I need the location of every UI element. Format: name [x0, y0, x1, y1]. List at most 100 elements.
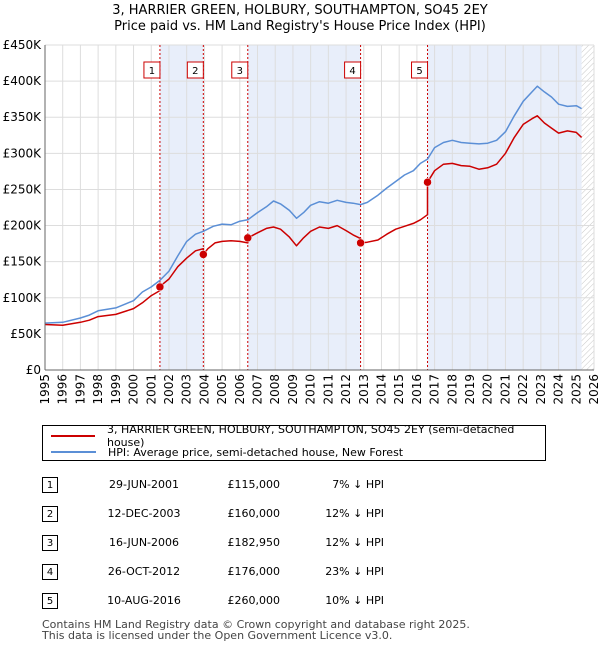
sales-table: 1 29-JUN-2001 £115,000 7% ↓ HPI 2 12-DEC-2003…	[42, 470, 384, 615]
sale-row: 2 12-DEC-2003 £160,000 12% ↓ HPI	[42, 499, 384, 528]
x-tick-label: 2009	[286, 374, 300, 405]
sale-row: 1 29-JUN-2001 £115,000 7% ↓ HPI	[42, 470, 384, 499]
x-tick-label: 2018	[445, 374, 459, 405]
sale-label-number: 1	[149, 66, 155, 77]
sale-hpi-diff: 12% ↓ HPI	[325, 536, 384, 549]
x-tick-label: 2010	[304, 374, 318, 405]
sale-date: 16-JUN-2006	[108, 536, 180, 549]
sale-number-badge: 3	[42, 534, 58, 551]
sale-date: 10-AUG-2016	[107, 594, 181, 607]
x-tick-label: 2004	[197, 374, 211, 405]
sale-date: 29-JUN-2001	[108, 478, 180, 491]
sale-price: £182,950	[227, 536, 281, 549]
x-tick-label: 2007	[251, 374, 265, 405]
sale-number-badge: 5	[42, 592, 58, 609]
legend-swatch-property	[51, 435, 95, 437]
sale-label-number: 5	[416, 66, 422, 77]
legend-label-property: 3, HARRIER GREEN, HOLBURY, SOUTHAMPTON, …	[106, 423, 515, 449]
sale-point	[243, 233, 253, 243]
x-tick-label: 2000	[127, 374, 141, 405]
x-tick-label: 2008	[268, 374, 282, 405]
property-price-line	[44, 115, 583, 326]
x-tick-label: 2002	[162, 374, 176, 405]
legend-item-hpi: HPI: Average price, semi-detached house,…	[51, 444, 403, 460]
sale-point	[199, 250, 208, 259]
sale-label-number: 3	[237, 66, 243, 77]
y-tick-label: £400K	[3, 74, 43, 88]
x-tick-label: 2005	[215, 374, 229, 405]
future-hatch	[581, 45, 594, 370]
sale-hpi-diff: 10% ↓ HPI	[325, 594, 384, 607]
sale-number-badge: 2	[42, 505, 58, 522]
y-tick-label: £450K	[3, 38, 43, 52]
x-tick-label: 2012	[339, 374, 353, 405]
x-tick-label: 2013	[357, 374, 371, 405]
sale-label-box	[344, 61, 362, 79]
x-tick-label: 1997	[73, 374, 87, 405]
sale-label-number: 2	[192, 66, 198, 77]
x-tick-label: 2015	[392, 374, 406, 405]
sale-price: £115,000	[227, 478, 281, 491]
chart-title: 3, HARRIER GREEN, HOLBURY, SOUTHAMPTON, …	[112, 3, 488, 18]
sale-date: 26-OCT-2012	[107, 565, 181, 578]
chart-legend: 3, HARRIER GREEN, HOLBURY, SOUTHAMPTON, …	[42, 423, 546, 461]
y-tick-label: £200K	[3, 219, 43, 233]
x-tick-label: 2011	[321, 374, 335, 405]
sale-point	[356, 238, 365, 248]
x-tick-label: 2021	[498, 374, 512, 405]
price-chart: 1 2 3 4 5 £0 £50K £100K £150K £200K £250K £300K £350…	[3, 38, 600, 405]
x-tick-label: 2026	[587, 374, 600, 405]
x-tick-label: 2001	[144, 374, 158, 405]
sale-number-badge: 4	[42, 563, 58, 580]
sale-hpi-diff: 23% ↓ HPI	[325, 565, 384, 578]
sale-hpi-diff: 7% ↓ HPI	[332, 478, 384, 491]
sale-point	[155, 282, 165, 292]
x-tick-label: 2019	[463, 374, 477, 405]
sale-label-number: 4	[349, 66, 355, 77]
hpi-line	[44, 85, 582, 324]
sale-date: 12-DEC-2003	[107, 507, 181, 520]
sale-price: £160,000	[227, 507, 281, 520]
shaded-span	[427, 45, 582, 370]
y-tick-label: £50K	[10, 327, 42, 341]
x-tick-label: 2023	[534, 374, 548, 405]
sale-number-badge: 1	[42, 476, 58, 493]
sale-row: 3 16-JUN-2006 £182,950 12% ↓ HPI	[42, 528, 384, 557]
x-tick-label: 2017	[428, 374, 442, 405]
legend-item-property: 3, HARRIER GREEN, HOLBURY, SOUTHAMPTON, …	[51, 423, 545, 449]
y-tick-label: £150K	[3, 255, 43, 269]
x-tick-label: 2006	[233, 374, 247, 405]
x-tick-label: 2003	[180, 374, 194, 405]
chart-subtitle: Price paid vs. HM Land Registry's House …	[114, 19, 486, 34]
y-tick-label: £350K	[3, 110, 43, 124]
footer: Contains HM Land Registry data © Crown c…	[42, 619, 470, 641]
x-tick-label: 2016	[410, 374, 424, 405]
footer-license: This data is licensed under the Open Gov…	[42, 629, 393, 642]
x-tick-label: 2020	[481, 374, 495, 405]
y-tick-label: £0	[26, 363, 41, 377]
sale-price: £260,000	[227, 594, 281, 607]
sale-point	[423, 177, 432, 187]
x-tick-label: 2014	[374, 374, 388, 405]
x-tick-label: 1995	[38, 374, 52, 405]
x-tick-label: 1998	[91, 374, 105, 405]
x-tick-label: 2024	[552, 374, 566, 405]
x-tick-label: 2022	[516, 374, 530, 405]
footer-copyright: Contains HM Land Registry data © Crown c…	[42, 618, 470, 631]
legend-swatch-hpi	[51, 451, 96, 453]
x-tick-label: 2025	[569, 374, 583, 405]
x-tick-label: 1996	[56, 374, 70, 405]
x-tick-label: 1999	[109, 374, 123, 405]
y-tick-label: £300K	[3, 146, 43, 160]
sale-label-box	[186, 61, 204, 79]
sale-label-box	[231, 61, 249, 79]
shaded-span	[159, 45, 204, 370]
legend-label-hpi: HPI: Average price, semi-detached house,…	[108, 445, 404, 459]
sale-label-box	[143, 61, 161, 79]
sale-row: 4 26-OCT-2012 £176,000 23% ↓ HPI	[42, 557, 384, 586]
y-tick-label: £250K	[3, 182, 43, 196]
sale-label-box	[411, 61, 429, 79]
sale-price: £176,000	[227, 565, 281, 578]
sale-row: 5 10-AUG-2016 £260,000 10% ↓ HPI	[42, 586, 384, 615]
sale-hpi-diff: 12% ↓ HPI	[325, 507, 384, 520]
